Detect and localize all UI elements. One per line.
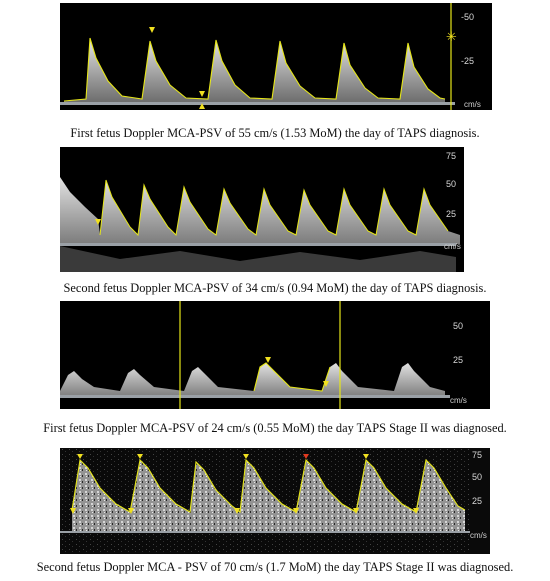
doppler-waveform-3: 50 25 cm/s xyxy=(60,301,467,409)
caption-2: Second fetus Doppler MCA-PSV of 34 cm/s … xyxy=(63,281,487,295)
scale-label: 25 xyxy=(446,209,456,219)
caption-3: First fetus Doppler MCA-PSV of 24 cm/s (… xyxy=(43,421,507,435)
diastolic-marker xyxy=(293,508,299,514)
unit-label: cm/s xyxy=(464,100,481,109)
caption-4: Second fetus Doppler MCA - PSV of 70 cm/… xyxy=(36,560,514,574)
diastolic-marker xyxy=(353,508,359,514)
caption-1: First fetus Doppler MCA-PSV of 55 cm/s (… xyxy=(70,126,480,140)
doppler-panel-3: 50 25 cm/s xyxy=(60,301,490,409)
star-marker: ✳ xyxy=(446,30,457,45)
trough-marker xyxy=(199,91,205,97)
scale-label: 50 xyxy=(453,321,463,331)
peak-marker xyxy=(137,454,143,459)
scale-label: 75 xyxy=(446,151,456,161)
scale-label: -25 xyxy=(461,56,474,66)
scale-label: -50 xyxy=(461,12,474,22)
scale-label: 25 xyxy=(453,355,463,365)
scale-label: 75 xyxy=(472,450,482,460)
doppler-waveform-1: ✳ -50 -25 cm/s xyxy=(60,3,481,110)
peak-marker xyxy=(149,27,155,33)
peak-marker xyxy=(77,454,83,459)
doppler-panel-4: 75 50 25 cm/s xyxy=(60,448,490,554)
doppler-panel-2: 75 50 25 cm/s xyxy=(60,147,464,272)
diastolic-marker xyxy=(128,508,134,514)
peak-marker xyxy=(243,454,249,459)
scale-label: 50 xyxy=(472,472,482,482)
trough-marker xyxy=(199,103,205,109)
scale-label: 25 xyxy=(472,496,482,506)
doppler-waveform-4: 75 50 25 cm/s xyxy=(60,448,487,554)
diastolic-marker xyxy=(323,381,329,387)
peak-marker-selected xyxy=(303,454,309,459)
diastolic-marker xyxy=(413,508,419,514)
diastolic-marker xyxy=(95,219,101,225)
doppler-waveform-2: 75 50 25 cm/s xyxy=(60,151,461,272)
diastolic-marker xyxy=(234,508,240,514)
peak-marker xyxy=(265,357,271,363)
doppler-panel-1: ✳ -50 -25 cm/s xyxy=(60,3,492,110)
unit-label: cm/s xyxy=(450,396,467,405)
diastolic-marker xyxy=(70,508,76,514)
peak-marker xyxy=(363,454,369,459)
scale-label: 50 xyxy=(446,179,456,189)
unit-label: cm/s xyxy=(470,531,487,540)
unit-label: cm/s xyxy=(444,242,461,251)
